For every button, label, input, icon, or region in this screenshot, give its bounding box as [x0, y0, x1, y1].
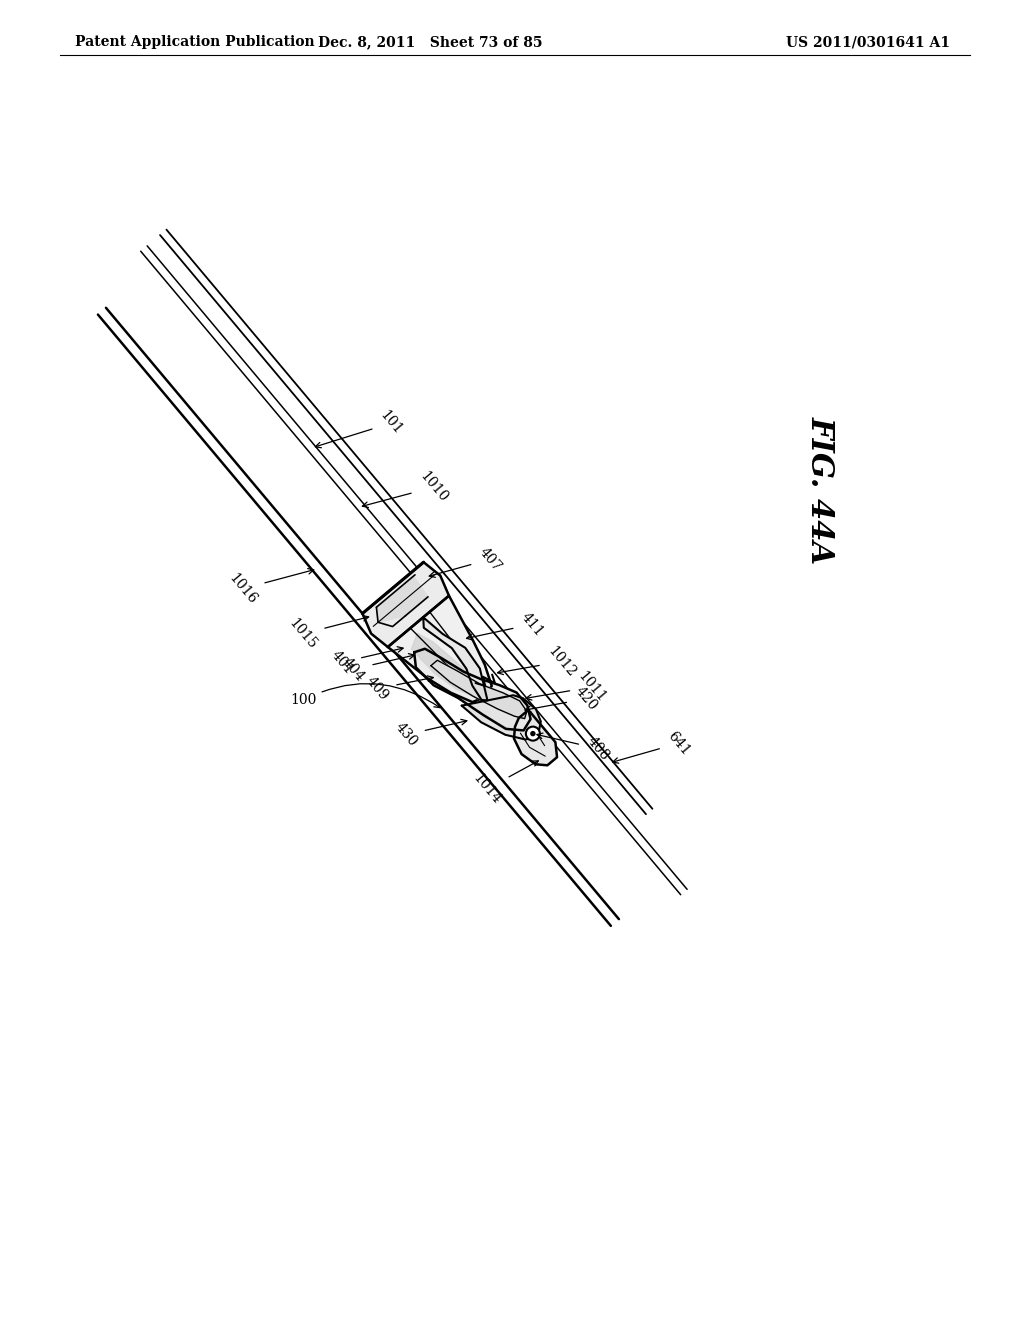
Text: 401: 401: [329, 647, 403, 677]
Polygon shape: [462, 696, 541, 739]
Polygon shape: [431, 660, 526, 718]
Text: 1015: 1015: [286, 615, 369, 652]
Text: 1011: 1011: [526, 669, 608, 705]
Text: 411: 411: [467, 610, 547, 640]
Text: 408: 408: [537, 733, 611, 763]
Polygon shape: [362, 562, 449, 647]
Text: 1012: 1012: [498, 644, 579, 680]
Polygon shape: [412, 634, 479, 696]
Text: 430: 430: [392, 719, 467, 750]
Polygon shape: [514, 710, 557, 766]
Text: US 2011/0301641 A1: US 2011/0301641 A1: [786, 36, 950, 49]
Text: Dec. 8, 2011   Sheet 73 of 85: Dec. 8, 2011 Sheet 73 of 85: [317, 36, 543, 49]
Text: 1014: 1014: [470, 760, 539, 807]
Text: 100: 100: [290, 684, 440, 708]
Circle shape: [526, 726, 540, 741]
Text: 101: 101: [315, 408, 406, 447]
Polygon shape: [388, 595, 492, 702]
Text: 1010: 1010: [362, 470, 450, 507]
Polygon shape: [377, 577, 428, 622]
Text: 1016: 1016: [226, 569, 313, 607]
Polygon shape: [414, 648, 530, 730]
Polygon shape: [423, 618, 487, 701]
Text: 641: 641: [612, 729, 692, 763]
Circle shape: [530, 731, 535, 735]
Text: Patent Application Publication: Patent Application Publication: [75, 36, 314, 49]
Text: 407: 407: [429, 545, 504, 577]
Text: 409: 409: [364, 675, 433, 704]
Text: 420: 420: [525, 684, 600, 713]
Text: FIG. 44A: FIG. 44A: [805, 416, 836, 564]
Text: 404: 404: [340, 653, 415, 684]
